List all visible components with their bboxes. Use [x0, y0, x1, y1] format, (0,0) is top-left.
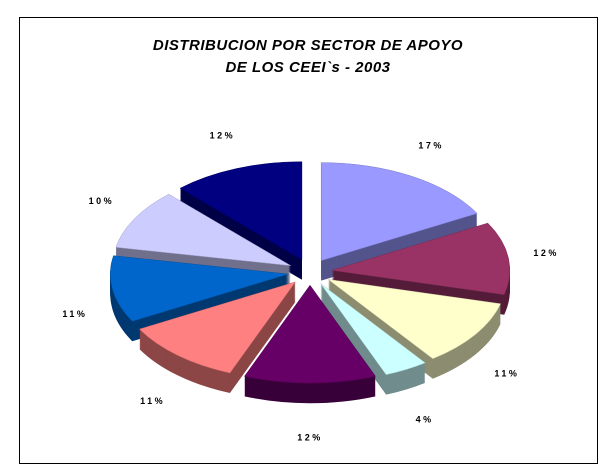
slice [331, 222, 511, 315]
data-label: 11% [140, 396, 165, 406]
slice [327, 279, 501, 359]
data-label: 11% [494, 368, 519, 378]
slice [320, 283, 426, 395]
slice [179, 161, 303, 261]
slice [331, 222, 511, 295]
slice [320, 283, 426, 375]
data-label: 17% [418, 141, 444, 151]
data-label: 10% [89, 196, 115, 206]
data-label: 12% [533, 248, 559, 258]
slice [327, 279, 501, 379]
slice [244, 284, 376, 384]
data-label: 12% [210, 131, 236, 141]
slice [138, 281, 297, 394]
chart-title: DISTRIBUCION POR SECTOR DE APOYO [153, 37, 463, 54]
slice [179, 161, 303, 280]
slice [110, 255, 289, 322]
slice [115, 193, 291, 266]
data-label: 4% [416, 414, 434, 424]
slice [138, 281, 297, 374]
slice [320, 162, 478, 281]
chart-title: DE LOS CEEI`s - 2003 [225, 59, 390, 76]
slice [244, 284, 376, 404]
data-label: 12% [297, 432, 323, 442]
slice [320, 162, 478, 261]
data-label: 11% [62, 309, 87, 319]
slice [110, 255, 289, 342]
